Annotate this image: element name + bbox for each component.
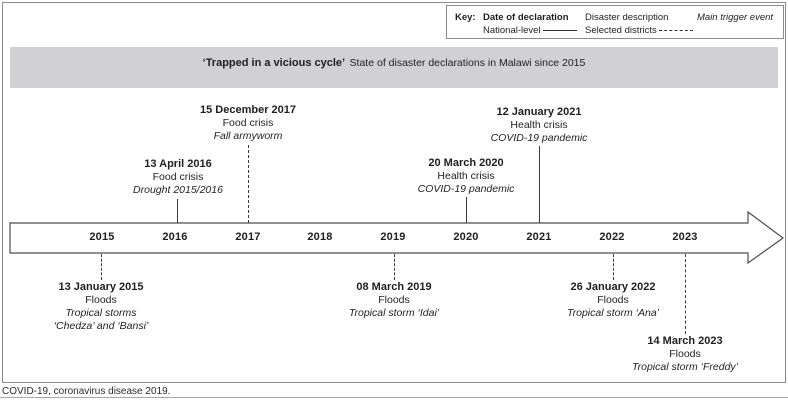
event-type: Floods (597, 294, 629, 306)
event-type: Food crisis (152, 171, 204, 183)
event-trigger: Tropical storm ‘Ana’ (567, 307, 659, 319)
bottom-divider (0, 397, 788, 398)
connector-2020-solid (466, 197, 467, 223)
event-2019-floods: 08 March 2019 Floods Tropical storm ‘Ida… (319, 281, 469, 320)
legend-date-of-declaration: Date of declaration (483, 12, 569, 23)
event-date: 20 March 2020 (428, 157, 504, 169)
event-trigger: Fall armyworm (213, 130, 283, 142)
legend-title: Key: (455, 12, 476, 23)
year-label-2021: 2021 (526, 231, 552, 243)
event-trigger: COVID-19 pandemic (490, 132, 588, 144)
event-date: 08 March 2019 (356, 281, 432, 293)
legend-disaster-description: Disaster description (585, 12, 669, 23)
title-banner: ‘Trapped in a vicious cycle’ State of di… (10, 47, 778, 88)
event-type: Floods (669, 348, 701, 360)
connector-2021-solid (539, 146, 540, 223)
event-date: 13 April 2016 (144, 158, 212, 170)
event-2020-health-crisis: 20 March 2020 Health crisis COVID-19 pan… (391, 157, 541, 196)
legend-solid-line-sample (543, 30, 577, 31)
legend-national-level-label: National-level (483, 25, 541, 36)
figure-title: ‘Trapped in a vicious cycle’ (202, 57, 346, 69)
connector-2019-dashed (394, 254, 395, 280)
year-label-2023: 2023 (672, 231, 698, 243)
event-type: Food crisis (222, 117, 274, 129)
legend: Key: Date of declaration National-level … (446, 5, 784, 39)
event-trigger: Tropical storms (65, 307, 137, 319)
legend-main-trigger-event: Main trigger event (697, 12, 774, 23)
event-2016-food-crisis: 13 April 2016 Food crisis Drought 2015/2… (103, 158, 253, 197)
legend-selected-districts-label: Selected districts (585, 25, 657, 36)
year-label-2019: 2019 (380, 231, 406, 243)
year-label-2015: 2015 (89, 231, 115, 243)
connector-2016-solid (177, 199, 178, 223)
connector-2022-dashed (613, 254, 614, 280)
footnote-covid-definition: COVID-19, coronavirus disease 2019. (2, 386, 171, 397)
event-trigger-line2: ‘Chedza’ and ‘Bansi’ (53, 320, 149, 332)
event-2022-floods: 26 January 2022 Floods Tropical storm ‘A… (538, 281, 688, 320)
event-trigger: Drought 2015/2016 (133, 184, 223, 196)
event-trigger: COVID-19 pandemic (417, 183, 515, 195)
event-date: 15 December 2017 (199, 104, 296, 116)
connector-2023-dashed (685, 254, 686, 334)
event-date: 26 January 2022 (570, 281, 656, 293)
event-2021-health-crisis: 12 January 2021 Health crisis COVID-19 p… (464, 106, 614, 145)
event-2015-floods: 13 January 2015 Floods Tropical storms ‘… (26, 281, 176, 333)
connector-2017-dashed (248, 145, 249, 223)
figure-subtitle: State of disaster declarations in Malawi… (349, 57, 586, 69)
legend-dashed-line-sample (659, 30, 693, 31)
year-label-2022: 2022 (599, 231, 625, 243)
event-date: 13 January 2015 (58, 281, 144, 293)
event-2023-floods: 14 March 2023 Floods Tropical storm ‘Fre… (610, 335, 760, 374)
year-label-2016: 2016 (162, 231, 188, 243)
event-trigger: Tropical storm ‘Idai’ (348, 307, 440, 319)
year-label-2020: 2020 (453, 231, 479, 243)
event-type: Floods (85, 294, 117, 306)
event-date: 12 January 2021 (496, 106, 582, 118)
year-label-2018: 2018 (307, 231, 333, 243)
event-date: 14 March 2023 (647, 335, 723, 347)
event-type: Floods (378, 294, 410, 306)
event-type: Health crisis (510, 119, 568, 131)
event-2017-food-crisis: 15 December 2017 Food crisis Fall armywo… (173, 104, 323, 143)
connector-2015-dashed (101, 254, 102, 280)
event-type: Health crisis (437, 170, 495, 182)
event-trigger: Tropical storm ‘Freddy’ (632, 361, 738, 373)
year-label-2017: 2017 (235, 231, 261, 243)
